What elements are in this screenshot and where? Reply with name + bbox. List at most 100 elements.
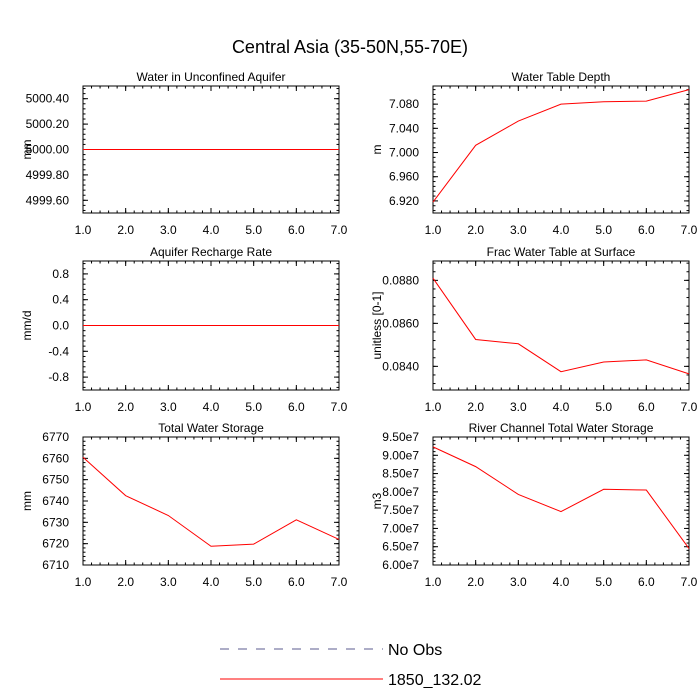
x-tick-label: 5.0 [595,575,612,589]
x-tick-label: 5.0 [245,575,262,589]
y-tick-label: 6710 [42,558,69,572]
x-tick-label: 5.0 [245,223,262,237]
plot-frame [432,260,690,391]
x-tick-label: 7.0 [681,400,698,414]
panel-title: Water Table Depth [512,70,611,84]
y-tick-label: 6.50e7 [382,540,419,554]
x-tick-label: 5.0 [595,400,612,414]
y-tick-label: 7.000 [389,146,419,160]
series-line [432,89,690,203]
y-tick-label: 9.00e7 [382,448,419,462]
x-tick-label: 3.0 [510,575,527,589]
y-axis-label: mm/d [20,311,34,341]
x-tick-label: 7.0 [331,223,348,237]
y-tick-label: 7.080 [389,97,419,111]
y-axis-label: mm [20,140,34,160]
x-tick-label: 1.0 [75,575,92,589]
x-tick-label: 3.0 [160,575,177,589]
x-tick-label: 2.0 [467,223,484,237]
x-tick-label: 3.0 [160,223,177,237]
panel-title: River Channel Total Water Storage [469,421,654,435]
chart-panel: Total Water Storage mm 1.0 2.0 3.0 4.0 5.0 6.0 7… [20,421,348,589]
x-tick-label: 7.0 [681,575,698,589]
y-tick-label: 6730 [42,515,69,529]
y-tick-label: 6.920 [389,194,419,208]
series-line [432,277,690,375]
figure-title: Central Asia (35-50N,55-70E) [232,37,468,57]
x-tick-label: 1.0 [425,223,442,237]
x-tick-label: 7.0 [331,400,348,414]
x-tick-label: 3.0 [510,223,527,237]
y-tick-label: 0.4 [52,293,69,307]
x-tick-label: 4.0 [553,223,570,237]
x-tick-label: 7.0 [681,223,698,237]
x-tick-label: 1.0 [425,575,442,589]
y-axis-label: unitless [0-1] [370,291,384,359]
y-tick-label: 6760 [42,451,69,465]
series-line [82,456,340,547]
x-tick-label: 1.0 [75,400,92,414]
y-tick-label: 0.0860 [382,316,419,330]
panel-title: Water in Unconfined Aquifer [137,70,286,84]
x-tick-label: 6.0 [288,400,305,414]
panel-title: Aquifer Recharge Rate [150,245,272,259]
y-tick-label: 6750 [42,473,69,487]
x-tick-label: 5.0 [245,400,262,414]
x-tick-label: 2.0 [117,223,134,237]
x-tick-label: 5.0 [595,223,612,237]
x-tick-label: 4.0 [203,223,220,237]
x-tick-label: 7.0 [331,575,348,589]
x-tick-label: 3.0 [160,400,177,414]
chart-panel: Water in Unconfined Aquifer mm 1.0 2.0 3.0 4.… [20,70,348,237]
y-tick-label: 7.50e7 [382,503,419,517]
y-axis-label: m3 [370,492,384,509]
y-tick-label: 6740 [42,494,69,508]
y-tick-label: 8.50e7 [382,467,419,481]
legend-label: No Obs [388,642,442,659]
y-tick-label: 6770 [42,430,69,444]
y-tick-label: -0.8 [48,370,69,384]
x-tick-label: 4.0 [203,575,220,589]
y-tick-label: 6.960 [389,170,419,184]
x-tick-label: 3.0 [510,400,527,414]
chart-panel: Aquifer Recharge Rate mm/d 1.0 2.0 3.0 4.0 5.0… [20,245,348,414]
x-tick-label: 2.0 [467,400,484,414]
y-tick-label: 8.00e7 [382,485,419,499]
y-axis-label: mm [20,491,34,511]
x-tick-label: 1.0 [425,400,442,414]
y-tick-label: 7.040 [389,121,419,135]
y-tick-label: 5000.40 [26,92,70,106]
chart-panel: Water Table Depth m 1.0 2.0 3.0 4.0 5.0 6.0 7.0 6… [370,70,698,237]
x-tick-label: 6.0 [288,223,305,237]
y-tick-label: 0.0880 [382,273,419,287]
panels-group: Water in Unconfined Aquifer mm 1.0 2.0 3.0 4.… [20,70,698,589]
y-axis-label: m [370,145,384,155]
y-tick-label: 0.8 [52,267,69,281]
y-tick-label: 6.00e7 [382,558,419,572]
plot-frame [432,436,690,566]
y-tick-label: 4999.80 [26,168,70,182]
x-tick-label: 2.0 [117,575,134,589]
x-tick-label: 2.0 [467,575,484,589]
x-tick-label: 4.0 [553,400,570,414]
y-tick-label: 7.00e7 [382,521,419,535]
legend-label: 1850_132.02 [388,672,482,689]
chart-panel: River Channel Total Water Storage m3 1.0 2.… [370,421,698,589]
chart-panel: Frac Water Table at Surface unitless [0-1… [370,245,698,414]
x-tick-label: 6.0 [638,223,655,237]
x-tick-label: 4.0 [203,400,220,414]
y-tick-label: 5000.00 [26,143,70,157]
y-tick-label: 4999.60 [26,193,70,207]
x-tick-label: 2.0 [117,400,134,414]
x-tick-label: 4.0 [553,575,570,589]
panel-title: Total Water Storage [158,421,264,435]
series-line [432,446,690,549]
plot-frame [432,85,690,214]
y-tick-label: 6720 [42,537,69,551]
y-tick-label: 0.0840 [382,359,419,373]
legend: No Obs 1850_132.02 [220,642,482,689]
panel-title: Frac Water Table at Surface [487,245,636,259]
y-tick-label: 5000.20 [26,117,70,131]
y-tick-label: -0.4 [48,344,69,358]
